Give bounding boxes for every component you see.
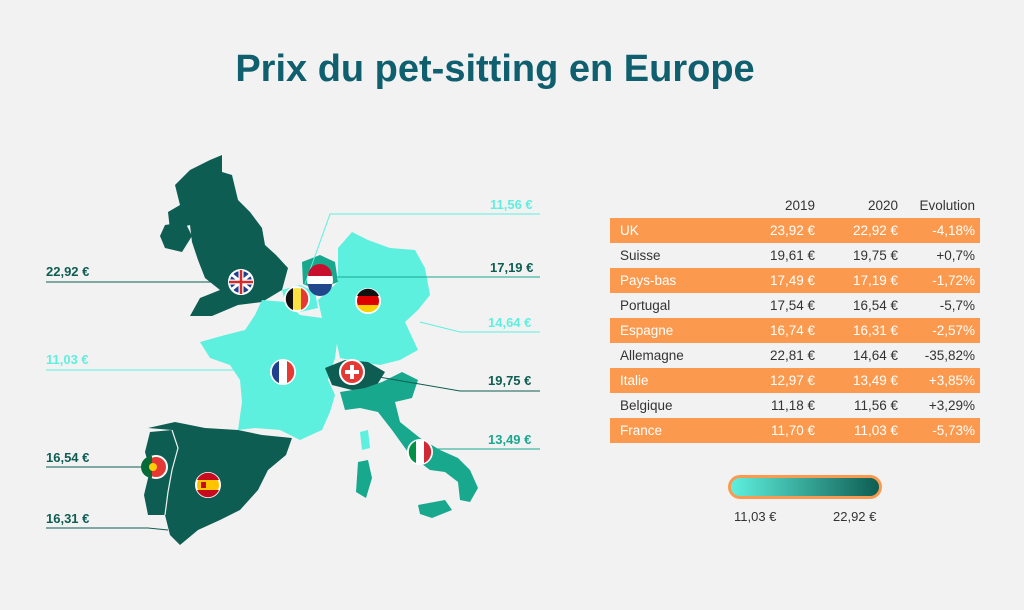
price-label-italy: 13,49 €: [488, 432, 532, 447]
cell-2020: 16,54 €: [852, 298, 898, 313]
cell-2019: 11,70 €: [770, 423, 815, 438]
cell-2020: 11,56 €: [853, 398, 898, 413]
cell-evolution: -5,73%: [932, 423, 975, 438]
leader-lines: [46, 213, 540, 531]
cell-2019: 23,92 €: [769, 223, 815, 238]
map-sardinia: [356, 460, 372, 498]
price-label-spain: 16,31 €: [46, 511, 90, 526]
flag-netherlands-icon: [307, 264, 333, 296]
table-row: UK 23,92 € 22,92 € -4,18%: [610, 218, 980, 243]
cell-evolution: +3,85%: [928, 373, 975, 388]
cell-evolution: +3,29%: [928, 398, 975, 413]
header-2020: 2020: [867, 197, 898, 213]
cell-2019: 12,97 €: [769, 373, 815, 388]
table-row: Italie 12,97 € 13,49 € +3,85%: [610, 368, 980, 393]
flag-spain-icon: [195, 472, 221, 498]
cell-country: Allemagne: [620, 348, 684, 363]
table-row: Belgique 11,18 € 11,56 € +3,29%: [610, 393, 980, 418]
price-label-germany: 14,64 €: [488, 315, 532, 330]
cell-evolution: -2,57%: [932, 323, 975, 338]
cell-evolution: -1,72%: [932, 273, 975, 288]
flag-france-icon: [270, 359, 296, 385]
flag-belgium-icon: [284, 286, 310, 312]
cell-2020: 19,75 €: [852, 248, 898, 263]
color-scale-bar: [728, 475, 882, 499]
header-evolution: Evolution: [919, 197, 975, 213]
cell-2019: 11,18 €: [770, 398, 815, 413]
cell-country: Italie: [620, 373, 649, 388]
table-header: 2019 2020 Evolution: [610, 192, 980, 218]
cell-evolution: -35,82%: [924, 348, 975, 363]
header-2019: 2019: [784, 197, 815, 213]
table-row: Espagne 16,74 € 16,31 € -2,57%: [610, 318, 980, 343]
table-body: UK 23,92 € 22,92 € -4,18% Suisse 19,61 € 19,75…: [610, 218, 980, 443]
table-row: Portugal 17,54 € 16,54 € -5,7%: [610, 293, 980, 318]
cell-evolution: +0,7%: [936, 248, 975, 263]
price-label-uk: 22,92 €: [46, 264, 90, 279]
flag-portugal-icon: [141, 455, 168, 479]
table-row: Suisse 19,61 € 19,75 € +0,7%: [610, 243, 980, 268]
legend-min: 11,03 €: [734, 509, 777, 524]
cell-2019: 17,49 €: [769, 273, 815, 288]
cell-2019: 16,74 €: [769, 323, 815, 338]
cell-2020: 17,19 €: [852, 273, 898, 288]
cell-2020: 22,92 €: [852, 223, 898, 238]
table-row: France 11,70 € 11,03 € -5,73%: [610, 418, 980, 443]
price-label-portugal: 16,54 €: [46, 450, 90, 465]
cell-2019: 19,61 €: [769, 248, 815, 263]
cell-country: UK: [620, 223, 639, 238]
cell-2020: 13,49 €: [852, 373, 898, 388]
price-label-switzerland: 19,75 €: [488, 373, 532, 388]
table-row: Allemagne 22,81 € 14,64 € -35,82%: [610, 343, 980, 368]
flag-switzerland-icon: [339, 359, 365, 385]
cell-country: France: [620, 423, 663, 438]
cell-2019: 17,54 €: [769, 298, 815, 313]
map-uk[interactable]: [168, 155, 288, 316]
map-ireland: [160, 222, 192, 252]
cell-2020: 14,64 €: [852, 348, 898, 363]
table-row: Pays-bas 17,49 € 17,19 € -1,72%: [610, 268, 980, 293]
cell-evolution: -4,18%: [932, 223, 975, 238]
cell-evolution: -5,7%: [939, 298, 975, 313]
flag-uk-icon: [228, 269, 254, 295]
cell-country: Espagne: [620, 323, 674, 338]
cell-2019: 22,81 €: [769, 348, 815, 363]
cell-country: Suisse: [620, 248, 661, 263]
legend-max: 22,92 €: [833, 509, 877, 524]
cell-country: Pays-bas: [620, 273, 677, 288]
price-label-netherlands: 17,19 €: [490, 260, 534, 275]
price-label-france: 11,03 €: [46, 352, 89, 367]
page-title: Prix du pet-sitting en Europe: [235, 48, 755, 90]
flag-germany-icon: [355, 288, 381, 314]
cell-2020: 16,31 €: [852, 323, 898, 338]
flag-italy-icon: [407, 439, 433, 465]
price-label-belgium: 11,56 €: [490, 197, 533, 212]
map-italy[interactable]: [340, 372, 478, 502]
map-corsica: [360, 430, 370, 450]
price-table: 2019 2020 Evolution UK 23,92 € 22,92 € -4,1…: [610, 192, 980, 443]
map-sicily: [418, 500, 452, 518]
cell-country: Portugal: [620, 298, 671, 313]
cell-country: Belgique: [620, 398, 673, 413]
map-border: [164, 429, 179, 516]
cell-2020: 11,03 €: [853, 423, 898, 438]
